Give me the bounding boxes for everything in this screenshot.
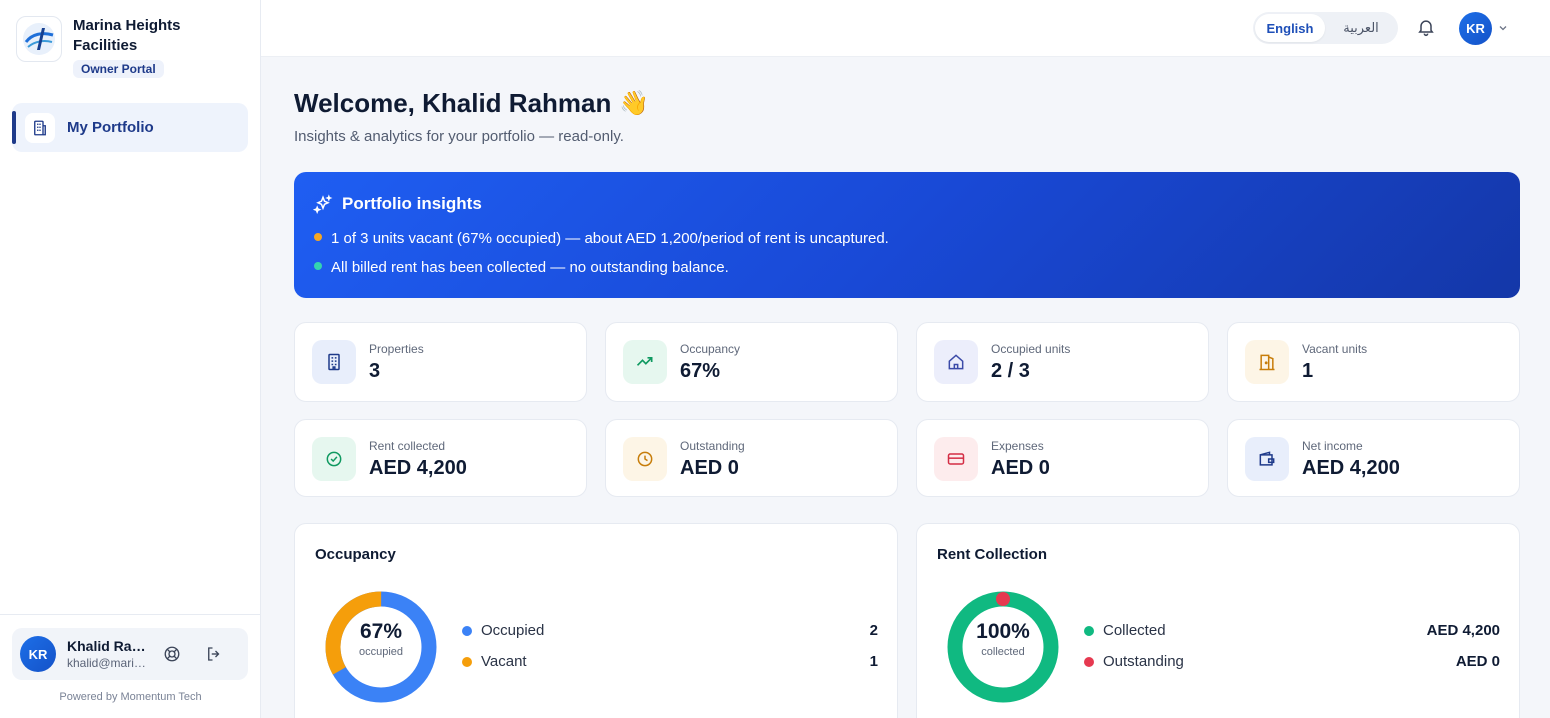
stat-value: 2 / 3 — [991, 360, 1030, 382]
stat-card-occupied-units: Occupied units 2 / 3 — [916, 322, 1209, 402]
occupancy-panel: Occupancy 67% occupied Occupied 2 Vacant… — [294, 523, 898, 718]
page-title: Welcome, Khalid Rahman 👋 — [294, 88, 649, 119]
legend-value: AED 4,200 — [1426, 622, 1500, 639]
insight-item: All billed rent has been collected — no … — [314, 259, 729, 276]
stat-value: AED 4,200 — [1302, 457, 1400, 479]
sidebar: Marina Heights Facilities Owner Portal M… — [0, 0, 261, 718]
avatar[interactable]: KR — [20, 636, 56, 672]
lifebuoy-icon — [164, 646, 180, 662]
wallet-icon — [1245, 437, 1289, 481]
clock-icon — [623, 437, 667, 481]
stat-label: Rent collected — [369, 439, 446, 453]
insights-title: Portfolio insights — [342, 194, 482, 213]
logout-icon — [208, 647, 220, 661]
donut-center-value: 100% — [976, 620, 1030, 643]
insight-text: 1 of 3 units vacant (67% occupied) — abo… — [331, 230, 889, 247]
legend-row-collected: Collected AED 4,200 — [1084, 622, 1500, 639]
legend-label: Occupied — [481, 622, 545, 639]
stat-label: Properties — [369, 342, 424, 356]
legend-label: Vacant — [481, 653, 527, 670]
powered-by: Powered by Momentum Tech — [59, 691, 202, 703]
chevron-down-icon[interactable] — [1497, 22, 1509, 34]
stat-card-net-income: Net income AED 4,200 — [1227, 419, 1520, 497]
stat-value: AED 0 — [991, 457, 1050, 479]
legend-dot — [462, 625, 472, 636]
insight-item: 1 of 3 units vacant (67% occupied) — abo… — [314, 230, 889, 247]
stat-label: Occupancy — [680, 342, 741, 356]
legend-value: AED 0 — [1455, 653, 1500, 670]
home-icon — [934, 340, 978, 384]
stat-card-expenses: Expenses AED 0 — [916, 419, 1209, 497]
notifications-button[interactable] — [1416, 16, 1438, 40]
warning-dot — [314, 232, 322, 241]
donut-center-label: collected — [981, 646, 1025, 658]
stat-card-rent-collected: Rent collected AED 4,200 — [294, 419, 587, 497]
legend-dot — [462, 656, 472, 667]
stat-label: Vacant units — [1302, 342, 1368, 356]
legend-row-vacant: Vacant 1 — [462, 653, 878, 670]
occupancy-donut-chart: 67% occupied — [324, 590, 438, 704]
stat-label: Net income — [1302, 439, 1363, 453]
building-icon — [312, 340, 356, 384]
rent-collection-panel: Rent Collection 100% collected Collected… — [916, 523, 1520, 718]
user-card: KR Khalid Rahman khalid@marinaheights.co… — [12, 628, 248, 680]
sparkles-icon — [313, 194, 333, 214]
user-email: khalid@marinaheights.com — [67, 656, 147, 670]
logout-button[interactable] — [201, 641, 227, 667]
donut-center-label: occupied — [358, 646, 404, 658]
stat-card-properties: Properties 3 — [294, 322, 587, 402]
support-button[interactable] — [159, 641, 185, 667]
legend-row-occupied: Occupied 2 — [462, 622, 878, 639]
legend-label: Collected — [1103, 622, 1166, 639]
legend-dot — [1084, 625, 1094, 636]
stat-card-outstanding: Outstanding AED 0 — [605, 419, 898, 497]
legend-label: Outstanding — [1103, 653, 1184, 670]
door-icon — [1245, 340, 1289, 384]
stat-value: 1 — [1302, 360, 1314, 382]
welcome-text: Welcome, Khalid Rahman — [294, 88, 612, 118]
insight-text: All billed rent has been collected — no … — [331, 259, 729, 276]
portal-badge: Owner Portal — [73, 60, 164, 78]
legend-dot — [1084, 656, 1094, 667]
card-icon — [934, 437, 978, 481]
stat-card-vacant-units: Vacant units 1 — [1227, 322, 1520, 402]
outstanding-marker — [996, 592, 1010, 606]
check-circle-icon — [312, 437, 356, 481]
lang-english-button[interactable]: English — [1255, 14, 1325, 42]
legend-row-outstanding: Outstanding AED 0 — [1084, 653, 1500, 670]
stat-value: 3 — [369, 360, 381, 382]
stat-value: AED 0 — [680, 457, 739, 479]
user-name: Khalid Rahman — [67, 638, 147, 654]
success-dot — [314, 261, 322, 270]
building-icon — [25, 112, 55, 143]
language-toggle: English العربية — [1253, 12, 1398, 44]
legend-value: 2 — [869, 622, 878, 639]
user-menu-avatar[interactable]: KR — [1459, 12, 1492, 45]
wave-emoji: 👋 — [619, 90, 650, 117]
rent-donut-chart: 100% collected — [946, 590, 1060, 704]
trend-up-icon — [623, 340, 667, 384]
stat-label: Expenses — [991, 439, 1044, 453]
stat-label: Outstanding — [680, 439, 745, 453]
sidebar-item-label: My Portfolio — [67, 119, 154, 136]
sidebar-item-my-portfolio[interactable]: My Portfolio — [12, 103, 248, 152]
brand: Marina Heights Facilities Owner Portal — [16, 16, 223, 78]
page-subtitle: Insights & analytics for your portfolio … — [294, 128, 624, 145]
lang-arabic-button[interactable]: العربية — [1343, 20, 1379, 35]
stat-card-occupancy: Occupancy 67% — [605, 322, 898, 402]
legend-value: 1 — [869, 653, 878, 670]
stat-label: Occupied units — [991, 342, 1071, 356]
donut-center-value: 67% — [359, 620, 403, 643]
portfolio-insights-banner: Portfolio insights 1 of 3 units vacant (… — [294, 172, 1520, 298]
panel-title: Occupancy — [315, 546, 396, 563]
top-bar: English العربية KR — [261, 0, 1550, 57]
stat-value: 67% — [680, 360, 721, 382]
bell-icon — [1418, 20, 1434, 37]
stat-value: AED 4,200 — [369, 457, 467, 479]
panel-title: Rent Collection — [937, 546, 1048, 563]
company-logo — [16, 16, 62, 62]
brand-name: Marina Heights Facilities — [73, 17, 181, 54]
sidebar-footer: KR Khalid Rahman khalid@marinaheights.co… — [0, 614, 261, 718]
